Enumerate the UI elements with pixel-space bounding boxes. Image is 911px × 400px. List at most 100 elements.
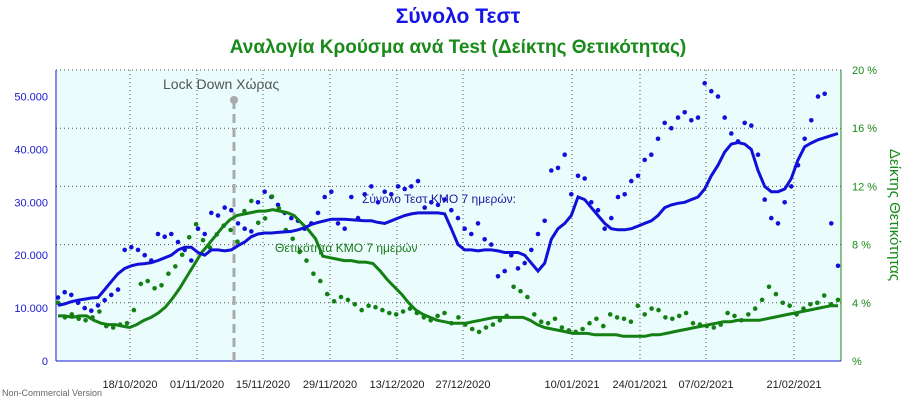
scatter-point-positivity xyxy=(318,278,323,284)
scatter-point-tests xyxy=(195,226,201,231)
scatter-point-tests xyxy=(715,94,721,99)
scatter-point-positivity xyxy=(352,302,358,307)
scatter-point-tests xyxy=(542,218,547,224)
y-left-tick-label: 0 xyxy=(42,356,48,368)
scatter-point-positivity xyxy=(580,326,585,332)
scatter-point-tests xyxy=(322,194,328,200)
scatter-point-positivity xyxy=(518,288,523,294)
scatter-point-positivity xyxy=(642,312,647,317)
scatter-point-tests xyxy=(822,91,827,97)
scatter-point-tests xyxy=(755,152,761,157)
scatter-point-tests xyxy=(255,200,261,205)
scatter-point-tests xyxy=(442,197,448,202)
x-tick-label: 18/10/2020 xyxy=(102,379,157,391)
scatter-point-tests xyxy=(449,207,454,213)
scatter-point-tests xyxy=(262,189,268,194)
scatter-point-positivity xyxy=(725,310,730,316)
scatter-point-tests xyxy=(455,215,461,221)
scatter-point-tests xyxy=(482,237,488,242)
scatter-point-positivity xyxy=(228,227,233,233)
scatter-point-tests xyxy=(835,263,841,269)
scatter-point-positivity xyxy=(366,303,371,309)
series-label-tests: Σύνολο Τεστ ΚΜΟ 7 ημερών: xyxy=(362,192,516,206)
scatter-point-tests xyxy=(569,192,574,197)
scatter-point-tests xyxy=(562,152,567,157)
y-right-tick-label: 4 % xyxy=(852,298,871,310)
scatter-point-tests xyxy=(55,295,61,300)
scatter-point-positivity xyxy=(614,315,620,320)
scatter-point-tests xyxy=(349,194,354,200)
scatter-point-positivity xyxy=(711,325,717,330)
scatter-point-tests xyxy=(675,115,681,120)
scatter-point-tests xyxy=(389,192,394,197)
scatter-point-positivity xyxy=(186,235,192,240)
scatter-point-tests xyxy=(289,215,294,221)
scatter-point-tests xyxy=(229,207,234,213)
scatter-point-tests xyxy=(642,157,647,163)
scatter-point-tests xyxy=(462,226,468,231)
y-left-ticks: 0 10.000 20.000 30.000 40.000 50.000 xyxy=(14,91,48,368)
scatter-point-tests xyxy=(329,189,334,194)
series-label-positivity: Θετικότητα ΚΜΟ 7 ημερών xyxy=(275,241,418,255)
scatter-point-positivity xyxy=(200,237,206,243)
scatter-point-positivity xyxy=(159,283,164,288)
scatter-point-tests xyxy=(529,247,534,253)
scatter-point-tests xyxy=(82,305,87,311)
scatter-point-positivity xyxy=(587,320,592,326)
scatter-point-positivity xyxy=(131,307,137,313)
y-left-tick-label: 30.000 xyxy=(14,197,48,209)
scatter-point-tests xyxy=(222,205,227,210)
scatter-point-tests xyxy=(575,173,581,179)
scatter-point-positivity xyxy=(780,300,786,306)
scatter-point-positivity xyxy=(835,297,841,303)
y-right-axis-label: Δείκτης Θετικότητας xyxy=(886,149,903,281)
y-left-tick-label: 10.000 xyxy=(14,303,48,315)
scatter-point-tests xyxy=(95,303,101,308)
series-line-tests xyxy=(57,132,839,307)
scatter-point-tests xyxy=(655,136,661,142)
scatter-point-tests xyxy=(782,200,787,205)
scatter-point-positivity xyxy=(435,313,440,319)
scatter-point-tests xyxy=(695,115,701,120)
scatter-point-positivity xyxy=(173,264,178,269)
scatter-point-positivity xyxy=(456,315,461,320)
scatter-point-tests xyxy=(362,192,368,197)
scatter-point-positivity xyxy=(607,312,613,317)
scatter-point-tests xyxy=(649,152,654,157)
scatter-point-tests xyxy=(155,231,161,237)
scatter-point-tests xyxy=(515,266,521,271)
credit-text: Non-Commercial Version xyxy=(2,388,102,398)
scatter-point-positivity xyxy=(380,307,385,313)
scatter-point-tests xyxy=(109,292,114,298)
scatter-point-positivity xyxy=(490,322,496,327)
scatter-point-positivity xyxy=(152,286,157,291)
scatter-point-positivity xyxy=(338,294,344,300)
scatter-point-tests xyxy=(235,221,241,226)
scatter-point-positivity xyxy=(373,304,378,310)
scatter-point-positivity xyxy=(815,300,820,306)
scatter-point-positivity xyxy=(359,307,365,313)
scatter-point-positivity xyxy=(663,315,668,320)
scatter-point-positivity xyxy=(601,323,606,329)
chart-subtitle: Αναλογία Κρούσμα ανά Test (Δείκτης Θετικ… xyxy=(230,37,687,58)
y-right-tick-label: 12 % xyxy=(852,181,877,193)
lockdown-dot xyxy=(230,96,238,104)
scatter-point-tests xyxy=(709,88,714,94)
x-tick-label: 24/01/2021 xyxy=(612,379,667,391)
x-tick-label: 21/02/2021 xyxy=(766,379,821,391)
scatter-point-tests xyxy=(115,287,121,292)
scatter-point-positivity xyxy=(124,320,130,326)
scatter-point-tests xyxy=(582,176,587,181)
series-line-positivity xyxy=(58,208,838,338)
scatter-point-positivity xyxy=(400,309,406,314)
scatter-point-tests xyxy=(589,200,594,205)
scatter-point-positivity xyxy=(821,293,827,298)
scatter-point-tests xyxy=(662,120,667,126)
scatter-point-tests xyxy=(402,186,408,192)
scatter-point-tests xyxy=(409,184,414,189)
scatter-point-tests xyxy=(509,252,514,258)
scatter-point-positivity xyxy=(304,258,309,263)
scatter-point-tests xyxy=(609,215,614,221)
scatter-point-tests xyxy=(595,207,601,213)
scatter-point-positivity xyxy=(269,194,275,199)
